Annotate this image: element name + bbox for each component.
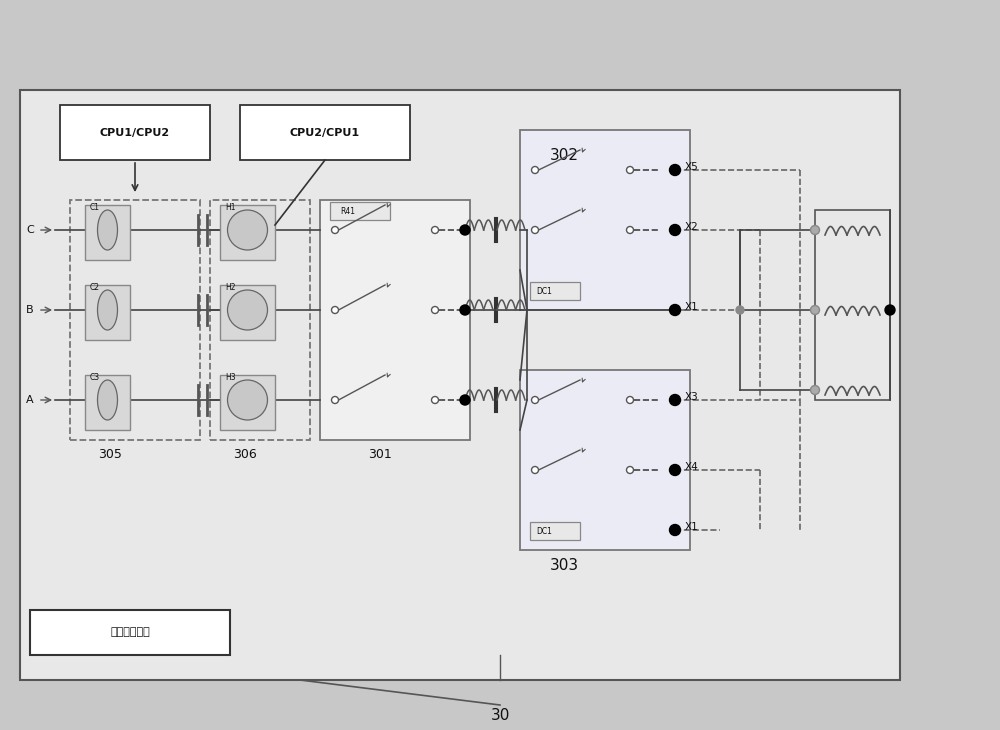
Text: 动作控制单元: 动作控制单元 — [110, 628, 150, 637]
Text: 305: 305 — [98, 448, 122, 461]
Text: X5: X5 — [685, 162, 699, 172]
Bar — [30, 610, 230, 655]
Text: A: A — [26, 395, 34, 405]
Circle shape — [626, 166, 634, 174]
Circle shape — [228, 380, 268, 420]
Circle shape — [460, 396, 470, 404]
Text: 303: 303 — [550, 558, 579, 572]
Circle shape — [670, 394, 680, 405]
Text: 302: 302 — [550, 147, 579, 163]
Text: H2: H2 — [225, 283, 236, 291]
Circle shape — [532, 466, 538, 474]
Text: X3: X3 — [685, 392, 699, 402]
Bar — [320, 200, 470, 440]
Text: X1: X1 — [685, 302, 699, 312]
Bar — [85, 285, 130, 340]
Circle shape — [432, 226, 438, 234]
Text: R41: R41 — [340, 207, 355, 215]
Circle shape — [532, 166, 538, 174]
Circle shape — [670, 524, 680, 536]
Circle shape — [885, 305, 895, 315]
Circle shape — [460, 225, 470, 235]
Text: X4: X4 — [685, 462, 699, 472]
Circle shape — [736, 306, 744, 314]
Circle shape — [810, 226, 820, 234]
Circle shape — [432, 307, 438, 313]
Bar — [220, 375, 275, 430]
Text: B: B — [26, 305, 34, 315]
Circle shape — [332, 307, 338, 313]
Text: C3: C3 — [90, 372, 100, 382]
Bar — [60, 105, 210, 160]
Text: 306: 306 — [233, 448, 257, 461]
Circle shape — [626, 396, 634, 404]
Circle shape — [532, 396, 538, 404]
Circle shape — [670, 464, 680, 475]
Text: DC1: DC1 — [536, 526, 552, 536]
Bar — [815, 210, 890, 400]
Text: X2: X2 — [685, 222, 699, 232]
Text: 301: 301 — [368, 448, 392, 461]
Text: DC1: DC1 — [536, 286, 552, 296]
Bar — [85, 375, 130, 430]
Ellipse shape — [98, 290, 118, 330]
Circle shape — [532, 226, 538, 234]
Bar — [210, 200, 310, 440]
Text: 30: 30 — [490, 707, 510, 723]
Bar — [240, 105, 410, 160]
Bar — [20, 90, 900, 680]
Text: X1: X1 — [685, 522, 699, 532]
Circle shape — [626, 466, 634, 474]
Circle shape — [670, 304, 680, 315]
Bar — [220, 285, 275, 340]
Text: C: C — [26, 225, 34, 235]
Text: CPU1/CPU2: CPU1/CPU2 — [100, 128, 170, 138]
Bar — [530, 522, 580, 540]
Bar — [520, 130, 690, 310]
Circle shape — [670, 225, 680, 236]
Bar — [70, 200, 200, 440]
Bar — [520, 370, 690, 550]
Circle shape — [460, 226, 470, 234]
Text: C1: C1 — [90, 202, 100, 212]
Circle shape — [810, 305, 820, 315]
Bar — [530, 282, 580, 300]
Bar — [330, 202, 390, 220]
Circle shape — [228, 290, 268, 330]
Text: H1: H1 — [225, 202, 236, 212]
Text: H3: H3 — [225, 372, 236, 382]
Text: C2: C2 — [90, 283, 100, 291]
Circle shape — [460, 305, 470, 315]
Circle shape — [228, 210, 268, 250]
Circle shape — [432, 396, 438, 404]
Circle shape — [626, 226, 634, 234]
Circle shape — [810, 385, 820, 394]
Circle shape — [460, 395, 470, 405]
Ellipse shape — [98, 210, 118, 250]
Circle shape — [332, 226, 338, 234]
Circle shape — [670, 164, 680, 175]
Circle shape — [332, 396, 338, 404]
Bar — [220, 205, 275, 260]
Text: CPU2/CPU1: CPU2/CPU1 — [290, 128, 360, 138]
Ellipse shape — [98, 380, 118, 420]
Bar — [85, 205, 130, 260]
Circle shape — [460, 305, 470, 315]
